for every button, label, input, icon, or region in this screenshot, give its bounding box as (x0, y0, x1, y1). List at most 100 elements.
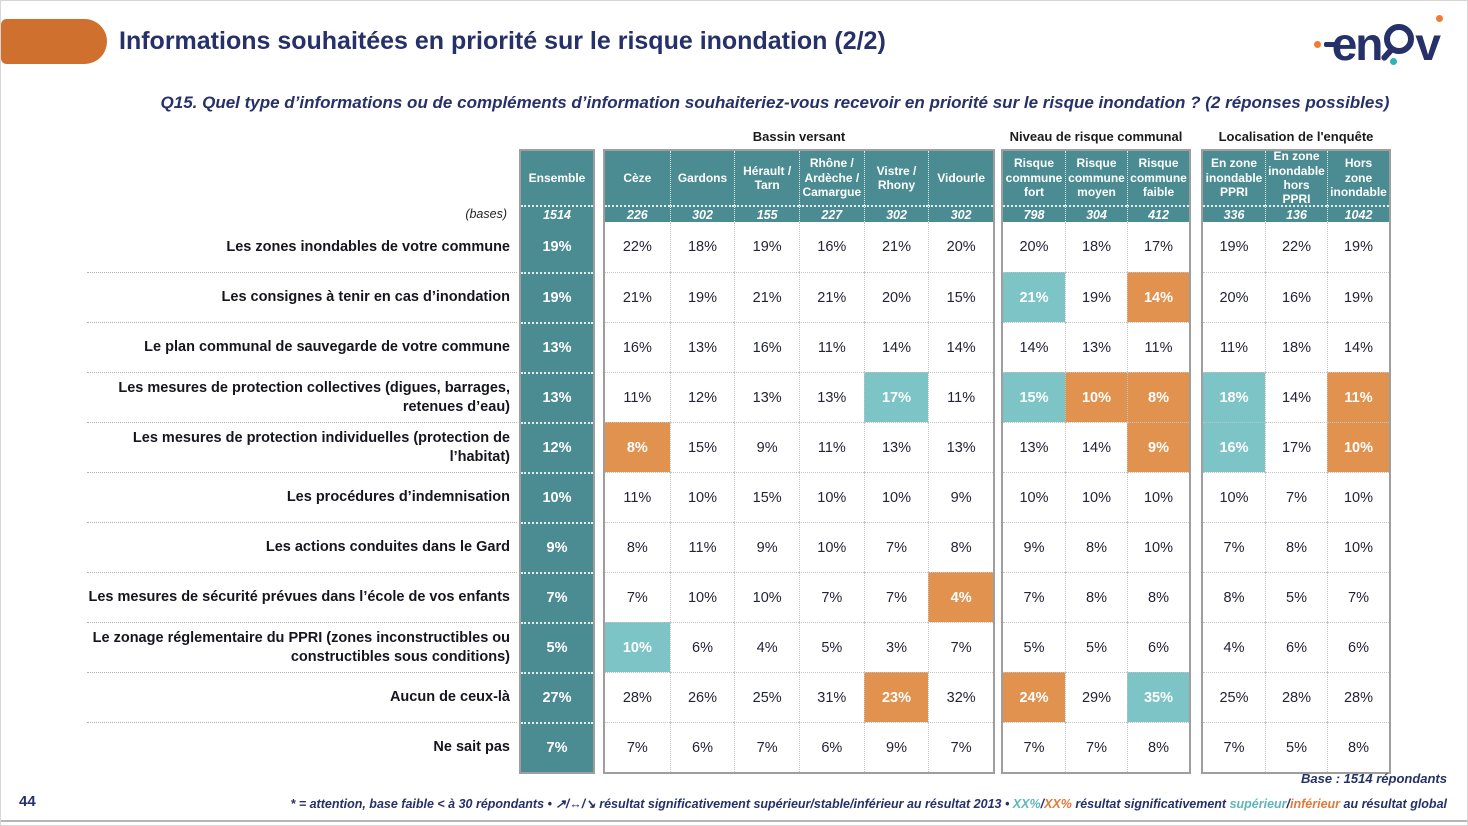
group-title: Localisation de l'enquête (1218, 129, 1374, 144)
footnote-part: / (1040, 797, 1045, 811)
logo-orange-dot-v (1436, 15, 1443, 22)
data-cell: 17% (1265, 422, 1327, 472)
column-header: Rhône / Ardèche / Camargue (798, 151, 864, 205)
data-cell: 8% (605, 522, 670, 572)
data-cell: 19% (1203, 222, 1265, 272)
page-title: Informations souhaitées en priorité sur … (119, 27, 886, 55)
row-label: Les actions conduites dans le Gard (87, 522, 517, 572)
data-cell: 5% (1265, 722, 1327, 772)
column-header: Risque commune faible (1127, 151, 1189, 205)
data-cell: 14% (1265, 372, 1327, 422)
data-cell: 35% (1127, 672, 1189, 722)
data-cell: 13% (1003, 422, 1065, 472)
data-cell: 10% (669, 472, 735, 522)
data-cell: 6% (798, 722, 864, 772)
footnote-part: résultat significativement supérieur/sta… (595, 797, 1013, 811)
data-cell: 10% (734, 572, 799, 622)
data-cell: 32% (928, 672, 993, 722)
bottom-divider (1, 820, 1467, 822)
data-cell: 17% (863, 372, 929, 422)
data-cell: 8% (1127, 572, 1189, 622)
data-cell: 8% (1203, 572, 1265, 622)
data-cell: 16% (798, 222, 864, 272)
data-cell: 16% (1265, 272, 1327, 322)
data-cell: 14% (863, 322, 929, 372)
column-group: Bassin versant Cèze Gardons Hérault / Tarn R… (603, 127, 995, 774)
data-cell: 10% (1327, 472, 1389, 522)
data-cell: 10% (863, 472, 929, 522)
ensemble-value: 7% (521, 572, 593, 622)
row-label: Les procédures d’indemnisation (87, 472, 517, 522)
data-cell: 4% (928, 572, 993, 622)
question-text: Q15. Quel type d’informations ou de comp… (160, 93, 1390, 112)
data-cell: 20% (863, 272, 929, 322)
bases-label: (bases) (465, 206, 507, 221)
ensemble-column: Ensemble 1514 19% 19% 13% 13% 12% 10% 9% 7% 5% 27% 7… (519, 127, 595, 774)
data-cell: 15% (669, 422, 735, 472)
column-header: Risque commune moyen (1065, 151, 1127, 205)
data-cell: 12% (669, 372, 735, 422)
data-cell: 15% (928, 272, 993, 322)
data-cell: 9% (1127, 422, 1189, 472)
data-cell: 9% (734, 522, 799, 572)
data-cell: 26% (669, 672, 735, 722)
base-value: 336 (1203, 205, 1265, 222)
data-cell: 10% (1003, 472, 1065, 522)
ensemble-value: 13% (521, 372, 593, 422)
data-cell: 11% (1127, 322, 1189, 372)
base-value: 155 (734, 205, 799, 222)
data-cell: 19% (1065, 272, 1127, 322)
group-box: Risque commune fort Risque commune moyen R… (1001, 149, 1191, 774)
row-label: Le plan communal de sauvegarde de votre … (87, 322, 517, 372)
data-cell: 7% (605, 722, 670, 772)
data-cell: 18% (1265, 322, 1327, 372)
column-header: Gardons (669, 151, 735, 205)
column-header-ensemble: Ensemble (521, 151, 593, 205)
data-cell: 7% (1265, 472, 1327, 522)
footnote: * = attention, base faible < à 30 répond… (290, 796, 1447, 811)
group-title: Niveau de risque communal (1009, 129, 1183, 144)
data-cell: 7% (1203, 522, 1265, 572)
data-cell: 22% (1265, 222, 1327, 272)
column-group: Localisation de l'enquête En zone inondab… (1201, 127, 1391, 774)
base-value: 412 (1127, 205, 1189, 222)
column-header: Hérault / Tarn (734, 151, 799, 205)
data-cell: 14% (928, 322, 993, 372)
data-cell: 7% (928, 622, 993, 672)
data-cell: 5% (1265, 572, 1327, 622)
data-cell: 6% (1327, 622, 1389, 672)
column-header: Hors zone inondable (1327, 151, 1389, 205)
data-cell: 10% (1327, 422, 1389, 472)
data-cell: 9% (734, 422, 799, 472)
data-cell: 7% (863, 522, 929, 572)
data-cell: 24% (1003, 672, 1065, 722)
base-value: 226 (605, 205, 670, 222)
magnifier-icon (1384, 24, 1415, 54)
data-cell: 11% (1327, 372, 1389, 422)
data-cell: 29% (1065, 672, 1127, 722)
data-cell: 11% (798, 422, 864, 472)
data-cell: 20% (928, 222, 993, 272)
data-cell: 10% (1327, 522, 1389, 572)
labels-spacer (87, 127, 517, 205)
footnote-part: XX% (1044, 797, 1072, 811)
data-cell: 7% (1003, 722, 1065, 772)
data-cell: 8% (605, 422, 670, 472)
ensemble-box: Ensemble 1514 19% 19% 13% 13% 12% 10% 9% 7% 5% 27% 7… (519, 149, 595, 774)
data-cell: 7% (1065, 722, 1127, 772)
data-cell: 15% (734, 472, 799, 522)
group-title: Bassin versant (752, 129, 846, 144)
data-cell: 4% (1203, 622, 1265, 672)
data-cell: 13% (863, 422, 929, 472)
ensemble-value: 13% (521, 322, 593, 372)
data-cell: 13% (734, 372, 799, 422)
data-cell: 4% (734, 622, 799, 672)
footnote-part: ↗/↔/↘ (555, 797, 596, 811)
ensemble-value: 5% (521, 622, 593, 672)
footnote-part: inférieur (1290, 797, 1341, 811)
data-cell: 16% (734, 322, 799, 372)
data-cell: 19% (734, 222, 799, 272)
data-cell: 21% (1003, 272, 1065, 322)
footnote-part: / (1286, 797, 1291, 811)
data-cell: 20% (1203, 272, 1265, 322)
